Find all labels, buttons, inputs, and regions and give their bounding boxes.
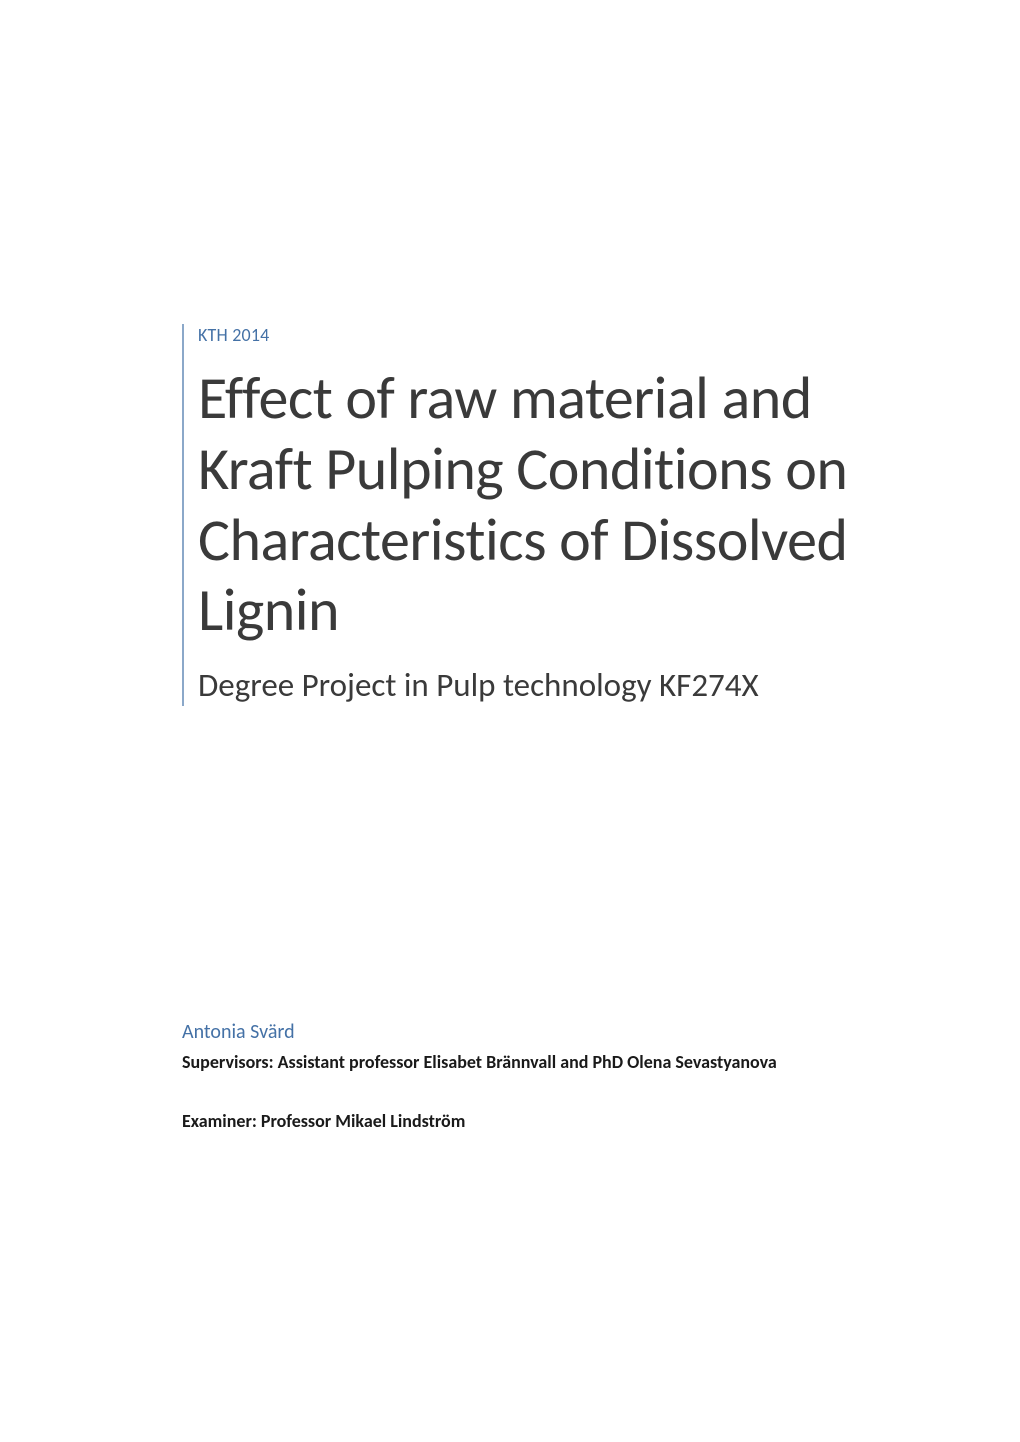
supervisors-line: Supervisors: Assistant professor Elisabe… <box>182 1050 822 1074</box>
author-meta-block: Antonia Svärd Supervisors: Assistant pro… <box>182 1020 882 1132</box>
document-title: Effect of raw material and Kraft Pulping… <box>198 364 922 647</box>
title-block: KTH 2014 Effect of raw material and Kraf… <box>182 324 922 706</box>
institution-year-kicker: KTH 2014 <box>198 324 922 346</box>
document-subtitle: Degree Project in Pulp technology KF274X <box>198 665 922 706</box>
examiner-line: Examiner: Professor Mikael Lindström <box>182 1110 882 1132</box>
author-name: Antonia Svärd <box>182 1020 882 1044</box>
